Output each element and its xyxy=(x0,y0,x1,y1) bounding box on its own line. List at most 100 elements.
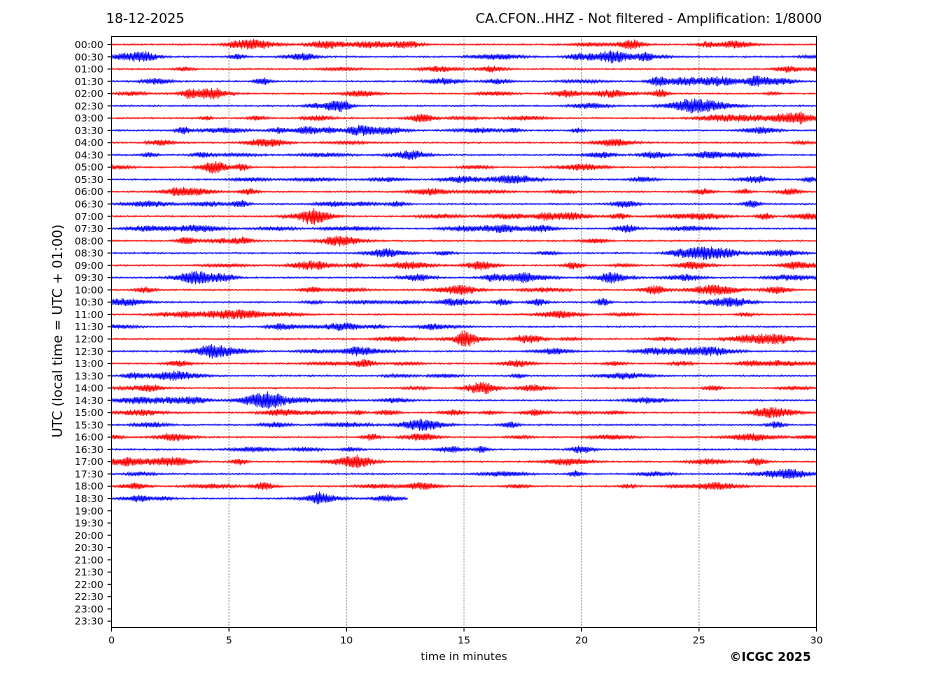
row-label: 01:30 xyxy=(75,77,104,88)
row-label: 14:30 xyxy=(75,396,104,407)
trace-line xyxy=(111,330,817,347)
row-label: 23:30 xyxy=(75,617,104,628)
x-axis-ticks: 0 5 10 15 20 25 30 xyxy=(108,627,823,647)
trace-line xyxy=(111,199,817,208)
row-label: 07:30 xyxy=(75,224,104,235)
trace-line xyxy=(111,482,817,491)
row-label: 10:30 xyxy=(75,298,104,309)
row-label: 09:30 xyxy=(75,273,104,284)
row-label: 17:30 xyxy=(75,469,104,480)
row-label: 13:00 xyxy=(75,359,104,370)
trace-line xyxy=(111,433,817,442)
row-label: 03:30 xyxy=(75,126,104,137)
row-label: 12:00 xyxy=(75,334,104,345)
row-label: 02:00 xyxy=(75,89,104,100)
trace-line xyxy=(111,344,817,359)
row-label: 08:30 xyxy=(75,249,104,260)
row-label: 06:00 xyxy=(75,187,104,198)
row-label: 15:00 xyxy=(75,408,104,419)
trace-line xyxy=(111,391,817,410)
trace-line xyxy=(111,454,817,469)
row-label: 07:00 xyxy=(75,212,104,223)
x-tick-label: 0 xyxy=(108,636,114,647)
trace-line xyxy=(111,407,817,419)
row-label: 03:00 xyxy=(75,114,104,125)
row-label: 08:00 xyxy=(75,236,104,247)
row-label: 18:00 xyxy=(75,482,104,493)
station-title: CA.CFON..HHZ - Not filtered - Amplificat… xyxy=(475,11,822,27)
row-label: 14:00 xyxy=(75,384,104,395)
trace-line xyxy=(111,87,817,100)
row-label: 02:30 xyxy=(75,101,104,112)
x-tick-label: 30 xyxy=(810,636,823,647)
trace-line xyxy=(111,381,817,395)
trace-line xyxy=(111,224,817,234)
trace-line xyxy=(111,235,817,247)
trace-line xyxy=(111,418,817,431)
trace-line xyxy=(111,370,817,381)
row-label: 00:00 xyxy=(75,40,104,51)
row-label: 05:30 xyxy=(75,175,104,186)
trace-line xyxy=(111,111,817,125)
trace-line xyxy=(111,208,817,225)
trace-line xyxy=(111,246,817,261)
row-label: 16:00 xyxy=(75,433,104,444)
trace-line xyxy=(111,491,408,505)
trace-line xyxy=(111,124,817,137)
trace-line xyxy=(111,75,817,87)
row-label: 00:30 xyxy=(75,52,104,63)
row-label: 20:00 xyxy=(75,531,104,542)
row-label: 18:30 xyxy=(75,494,104,505)
row-label: 22:00 xyxy=(75,580,104,591)
row-label: 01:00 xyxy=(75,65,104,76)
row-label: 10:00 xyxy=(75,285,104,296)
row-label: 13:30 xyxy=(75,371,104,382)
date-label: 18-12-2025 xyxy=(106,11,185,27)
x-axis-label: time in minutes xyxy=(421,650,508,663)
trace-line xyxy=(111,284,817,296)
row-label: 19:00 xyxy=(75,506,104,517)
copyright-label: ©ICGC 2025 xyxy=(729,650,811,664)
trace-line xyxy=(111,468,817,479)
trace-line xyxy=(111,98,817,114)
row-label: 11:30 xyxy=(75,322,104,333)
row-label: 04:00 xyxy=(75,138,104,149)
trace-line xyxy=(111,138,817,148)
row-label: 06:30 xyxy=(75,200,104,211)
trace-line xyxy=(111,260,817,271)
row-label: 23:00 xyxy=(75,604,104,615)
trace-line xyxy=(111,309,817,320)
trace-line xyxy=(111,359,817,368)
row-label: 20:30 xyxy=(75,543,104,554)
trace-line xyxy=(111,322,817,331)
x-tick-label: 20 xyxy=(575,636,588,647)
row-label: 11:00 xyxy=(75,310,104,321)
row-label: 12:30 xyxy=(75,347,104,358)
x-tick-label: 5 xyxy=(226,636,232,647)
row-label: 22:30 xyxy=(75,592,104,603)
x-tick-label: 10 xyxy=(340,636,353,647)
row-label: 21:30 xyxy=(75,568,104,579)
plot-frame xyxy=(111,36,817,628)
trace-line xyxy=(111,270,817,285)
trace-line xyxy=(111,50,817,64)
trace-line xyxy=(111,186,817,197)
x-tick-label: 25 xyxy=(693,636,706,647)
trace-line xyxy=(111,445,817,454)
row-label: 19:30 xyxy=(75,519,104,530)
seismic-traces xyxy=(111,38,817,505)
trace-line xyxy=(111,150,817,160)
trace-line xyxy=(111,297,817,307)
trace-line xyxy=(111,65,817,73)
row-label: 15:30 xyxy=(75,420,104,431)
trace-line xyxy=(111,161,817,174)
row-label: 21:00 xyxy=(75,555,104,566)
row-label: 04:30 xyxy=(75,150,104,161)
trace-line xyxy=(111,38,817,50)
x-tick-label: 15 xyxy=(458,636,471,647)
row-label: 09:00 xyxy=(75,261,104,272)
row-label: 16:30 xyxy=(75,445,104,456)
trace-line xyxy=(111,174,817,184)
